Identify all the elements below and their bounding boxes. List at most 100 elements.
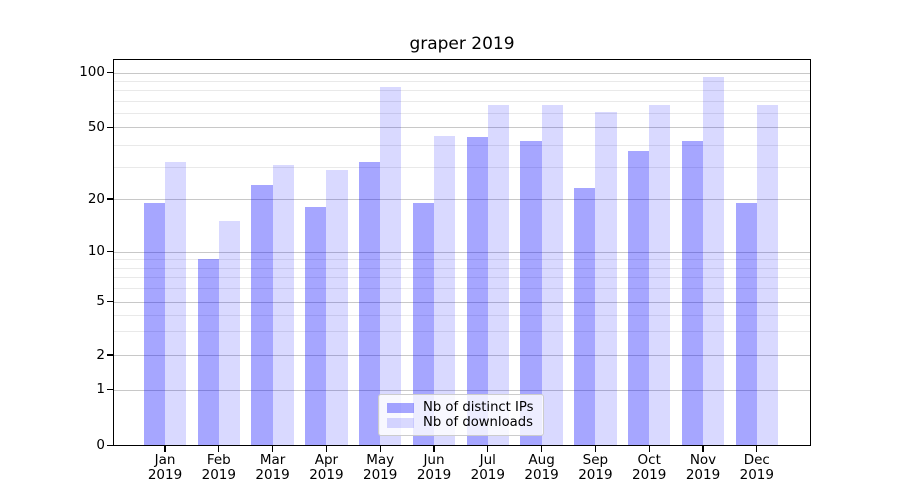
legend: Nb of distinct IPs Nb of downloads (378, 394, 544, 436)
y-tick-label-0: 0 (96, 437, 105, 453)
x-tick-mark-may (379, 445, 381, 452)
bar-downloads-jul (487, 105, 509, 446)
x-tick-month: Jul (479, 452, 496, 468)
x-tick-mark-nov (702, 445, 704, 452)
x-tick-mark-jan (164, 445, 166, 452)
x-tick-month: Feb (206, 452, 231, 468)
bar-downloads-nov (703, 77, 725, 446)
x-tick-label-dec: Dec 2019 (722, 453, 792, 483)
x-tick-month: Mar (259, 452, 286, 468)
bar-distinct-ips-feb (197, 259, 219, 446)
x-tick-label-sep: Sep 2019 (560, 453, 630, 483)
bar-distinct-ips-jul (466, 137, 488, 446)
minor-gridline-9 (113, 259, 811, 261)
minor-gridline-30 (113, 167, 811, 169)
minor-gridline-90 (113, 80, 811, 82)
bar-downloads-jan (165, 162, 187, 446)
y-tick-label-2: 2 (96, 346, 105, 363)
x-tick-label-apr: Apr 2019 (291, 453, 361, 483)
major-gridline-5 (113, 301, 811, 303)
bar-downloads-jun (434, 135, 456, 446)
bar-downloads-sep (595, 111, 617, 446)
x-tick-month: Jan (154, 452, 176, 468)
bar-downloads-apr (326, 169, 348, 446)
x-tick-year: 2019 (416, 467, 452, 483)
x-tick-label-jan: Jan 2019 (130, 453, 200, 483)
y-tick-label-1: 1 (96, 381, 105, 397)
x-tick-label-may: May 2019 (345, 453, 415, 483)
x-tick-year: 2019 (524, 467, 559, 483)
x-tick-label-jul: Jul 2019 (453, 453, 523, 483)
y-tick-label-20: 20 (87, 190, 105, 207)
x-tick-month: May (366, 452, 395, 468)
x-tick-mark-oct (648, 445, 650, 452)
bar-distinct-ips-nov (681, 140, 703, 446)
bar-distinct-ips-aug (520, 140, 542, 446)
minor-gridline-8 (113, 267, 811, 269)
legend-item-distinct-ips: Nb of distinct IPs (387, 401, 535, 414)
x-tick-month: Nov (689, 452, 717, 468)
y-tick-mark-20 (107, 198, 113, 200)
minor-gridline-3 (113, 331, 811, 333)
legend-label-downloads: Nb of downloads (423, 415, 533, 430)
legend-label-distinct-ips: Nb of distinct IPs (423, 400, 534, 415)
y-tick-label-50: 50 (87, 118, 105, 135)
bar-distinct-ips-oct (628, 150, 650, 446)
y-tick-mark-1 (107, 388, 113, 391)
bar-distinct-ips-jun (412, 202, 434, 446)
x-tick-label-aug: Aug 2019 (507, 453, 577, 483)
plot-area (113, 59, 811, 446)
bar-distinct-ips-apr (305, 206, 327, 446)
x-tick-year: 2019 (685, 467, 721, 483)
bar-downloads-dec (756, 105, 778, 446)
major-gridline-100 (113, 72, 811, 74)
x-tick-mark-jun (433, 445, 435, 452)
x-tick-year: 2019 (309, 467, 344, 483)
minor-gridline-60 (113, 112, 811, 114)
y-tick-label-100: 100 (79, 64, 105, 80)
x-tick-year: 2019 (255, 467, 290, 483)
major-gridline-10 (113, 251, 811, 253)
bar-downloads-may (380, 87, 402, 446)
minor-gridline-70 (113, 100, 811, 102)
x-tick-year: 2019 (201, 467, 236, 483)
x-tick-label-oct: Oct 2019 (614, 453, 684, 483)
x-tick-label-nov: Nov 2019 (668, 453, 738, 483)
x-tick-mark-jul (487, 445, 489, 452)
minor-gridline-80 (113, 90, 811, 92)
y-tick-mark-10 (107, 250, 113, 253)
x-tick-month: Dec (743, 452, 770, 468)
bar-distinct-ips-dec (735, 202, 757, 446)
x-tick-year: 2019 (147, 467, 183, 483)
x-tick-mark-sep (594, 445, 596, 452)
x-tick-month: Apr (314, 452, 339, 468)
bar-distinct-ips-mar (251, 184, 273, 446)
x-tick-mark-aug (541, 445, 543, 452)
minor-gridline-7 (113, 277, 811, 279)
x-tick-label-mar: Mar 2019 (238, 453, 308, 483)
y-tick-mark-2 (107, 354, 113, 356)
y-tick-label-10: 10 (87, 243, 105, 259)
x-tick-mark-feb (218, 445, 220, 452)
y-tick-mark-100 (107, 71, 113, 74)
minor-gridline-6 (113, 288, 811, 290)
y-tick-mark-50 (107, 126, 113, 128)
x-tick-year: 2019 (578, 467, 613, 483)
bar-distinct-ips-sep (574, 188, 596, 446)
x-tick-month: Jun (423, 452, 445, 468)
x-tick-year: 2019 (470, 467, 505, 483)
bar-downloads-aug (541, 105, 563, 446)
bar-downloads-mar (272, 164, 294, 446)
minor-gridline-40 (113, 144, 811, 146)
bar-downloads-oct (649, 105, 671, 446)
x-tick-month: Sep (582, 452, 609, 468)
x-tick-year: 2019 (363, 467, 398, 483)
bar-downloads-feb (218, 220, 240, 446)
x-tick-year: 2019 (632, 467, 667, 483)
major-gridline-50 (113, 127, 811, 129)
x-tick-month: Oct (637, 452, 661, 468)
x-tick-label-feb: Feb 2019 (184, 453, 254, 483)
legend-swatch-downloads (387, 417, 414, 428)
minor-gridline-4 (113, 314, 811, 316)
